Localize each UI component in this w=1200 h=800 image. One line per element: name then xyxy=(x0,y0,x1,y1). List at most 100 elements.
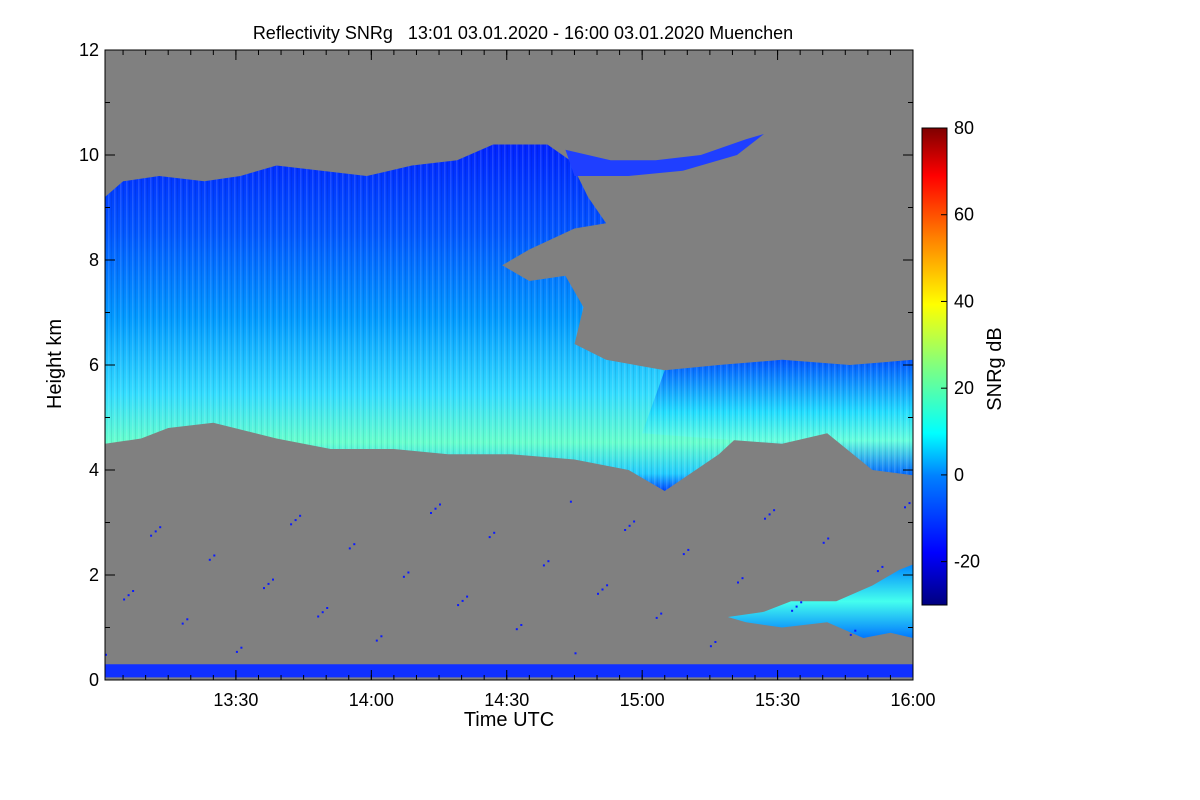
colorbar-tick-label: 60 xyxy=(954,205,974,225)
colorbar-tick-label: -20 xyxy=(954,552,980,572)
y-axis: 0 2 4 6 8 10 12 xyxy=(79,40,913,690)
noise-pixel xyxy=(317,615,320,618)
noise-pixel xyxy=(208,558,211,561)
echo-surface-band xyxy=(105,664,913,678)
noise-pixel xyxy=(493,531,496,534)
noise-pixel xyxy=(267,582,270,585)
noise-pixel xyxy=(741,577,744,580)
noise-pixel xyxy=(299,514,302,517)
noise-pixel xyxy=(854,629,857,632)
noise-pixel xyxy=(795,605,798,608)
echo-low-cloud xyxy=(727,564,913,638)
noise-pixel xyxy=(466,595,469,598)
noise-pixel xyxy=(457,604,460,607)
noise-pixel xyxy=(402,575,405,578)
noise-pixel xyxy=(240,646,243,649)
noise-pixel xyxy=(624,529,627,531)
noise-pixel xyxy=(294,519,297,522)
noise-pixel xyxy=(430,512,432,514)
y-tick-label: 0 xyxy=(89,670,99,690)
noise-pixel xyxy=(123,598,126,601)
noise-pixel xyxy=(348,547,351,550)
x-tick-label: 14:30 xyxy=(484,690,529,710)
noise-pixel xyxy=(375,639,378,642)
noise-pixel xyxy=(849,633,852,636)
colorbar-tick-label: 20 xyxy=(954,378,974,398)
y-tick-label: 12 xyxy=(79,40,99,60)
echo-cirrus-tail xyxy=(565,134,764,176)
noise-pixel xyxy=(488,536,491,539)
colorbar-tick-label: 80 xyxy=(954,118,974,138)
noise-pixel xyxy=(597,592,599,595)
echo-layer xyxy=(105,134,913,678)
noise-pixel xyxy=(908,502,911,505)
y-tick-label: 6 xyxy=(89,355,99,375)
x-tick-label: 15:30 xyxy=(755,690,800,710)
colorbar-tick-label: 40 xyxy=(954,291,974,311)
noise-pixel xyxy=(904,506,906,509)
noise-pixel xyxy=(822,541,825,544)
noise-pixel xyxy=(407,571,410,574)
noise-pixel xyxy=(827,537,830,540)
noise-pixel xyxy=(105,653,107,656)
noise-pixel xyxy=(326,607,329,609)
y-axis-label: Height km xyxy=(44,319,66,409)
x-tick-label: 14:00 xyxy=(349,690,394,710)
noise-pixel xyxy=(186,618,189,621)
x-tick-label: 16:00 xyxy=(890,690,935,710)
colorbar-label: SNRg dB xyxy=(984,327,1006,410)
colorbar-scale xyxy=(921,127,948,606)
noise-pixel xyxy=(709,645,712,648)
noise-pixel xyxy=(154,530,157,533)
noise-pixel xyxy=(439,503,441,506)
echo-stratiform-texture xyxy=(642,359,913,476)
noise-pixel xyxy=(633,520,636,523)
colorbar: -20 0 20 40 60 80 xyxy=(921,118,980,606)
noise-pixel xyxy=(714,641,717,643)
y-tick-label: 10 xyxy=(79,145,99,165)
noise-pixel xyxy=(574,652,577,655)
echo-main-texture xyxy=(105,144,742,491)
noise-pixel xyxy=(235,650,238,653)
noise-pixel xyxy=(515,628,518,631)
noise-pixel xyxy=(213,554,216,557)
noise-pixel xyxy=(547,560,550,563)
noise-pixel xyxy=(660,612,663,615)
noise-pixel xyxy=(263,587,265,590)
x-axis-label: Time UTC xyxy=(464,709,554,731)
noise-pixel xyxy=(800,601,803,604)
noise-pixel xyxy=(150,534,153,537)
noise-pixel xyxy=(655,616,658,619)
plot-area xyxy=(104,49,914,681)
noise-pixel xyxy=(132,590,135,592)
noise-pixel xyxy=(569,500,572,503)
noise-pixel xyxy=(628,524,631,527)
noise-pixel xyxy=(321,611,324,614)
noise-pixel xyxy=(791,609,794,612)
chart-title: Reflectivity SNRg 13:01 03.01.2020 - 16:… xyxy=(253,23,793,43)
noise-pixel xyxy=(606,584,609,587)
noise-pixel xyxy=(290,523,293,526)
noise-pixel xyxy=(380,635,383,638)
noise-pixel xyxy=(127,594,130,597)
noise-pixel xyxy=(353,543,356,546)
y-tick-label: 2 xyxy=(89,565,99,585)
noise-pixel xyxy=(542,564,545,567)
noise-pixel xyxy=(876,570,879,573)
x-axis: 13:30 14:00 14:30 15:00 15:30 16:00 xyxy=(122,50,936,710)
noise-pixel xyxy=(272,578,274,581)
noise-pixel xyxy=(737,581,739,584)
noise-pixel xyxy=(687,548,690,551)
noise-pixel xyxy=(520,624,523,626)
x-tick-label: 15:00 xyxy=(620,690,665,710)
noise-pixel xyxy=(601,588,604,591)
y-tick-label: 4 xyxy=(89,460,99,480)
y-tick-label: 8 xyxy=(89,250,99,270)
x-tick-label: 13:30 xyxy=(213,690,258,710)
noise-pixel xyxy=(768,513,771,516)
noise-pixel xyxy=(773,509,776,512)
noise-pixel xyxy=(461,599,464,602)
noise-pixel xyxy=(764,517,766,520)
colorbar-ticks: -20 0 20 40 60 80 xyxy=(941,118,980,572)
